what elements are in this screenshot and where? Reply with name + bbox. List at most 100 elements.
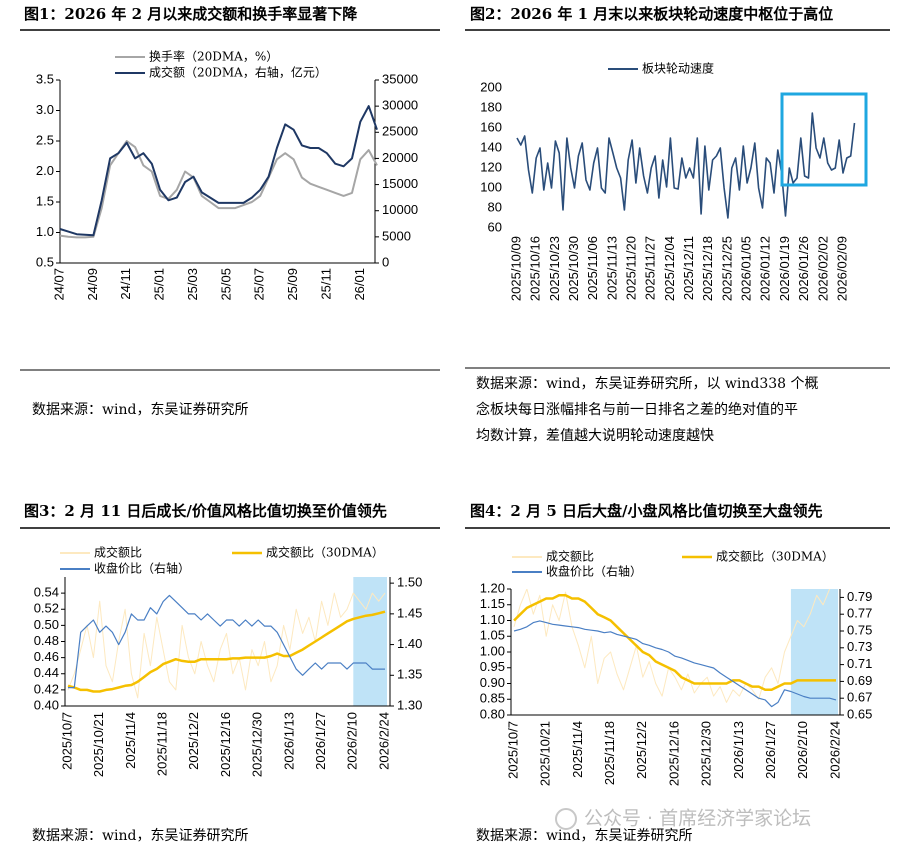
x-tick-label: 2025/11/20 <box>623 236 638 300</box>
x-tick-label: 2026/01/26 <box>796 236 811 301</box>
x-tick-label: 26/01 <box>352 268 367 301</box>
x-tick-label: 2025/12/18 <box>700 236 715 301</box>
y-tick-label: 120 <box>480 159 502 174</box>
legend-label: 成交额比 <box>94 545 142 560</box>
x-tick-label: 2025/12/16 <box>666 721 681 786</box>
x-tick-label: 2025/12/04 <box>662 236 677 301</box>
y-tick-label: 180 <box>480 99 502 114</box>
x-tick-label: 2025/12/30 <box>699 721 714 786</box>
x-tick-label: 2025/10/21 <box>91 712 106 777</box>
source-note: 均数计算，差值越大说明轮动速度越快 <box>476 428 714 444</box>
x-tick-label: 2026/2/24 <box>827 721 842 779</box>
y2-tick-label: 0.77 <box>847 606 872 621</box>
x-tick-label: 2026/02/02 <box>815 236 830 301</box>
figure-title: 图4：2 月 5 日后大盘/小盘风格比值切换至大盘领先 <box>470 502 822 520</box>
series-line <box>513 589 831 703</box>
figure-title: 图3：2 月 11 日后成长/价值风格比值切换至价值领先 <box>24 502 387 520</box>
figure-title: 图2：2026 年 1 月末以来板块轮动速度中枢位于高位 <box>470 5 833 23</box>
y-tick-label: 1.5 <box>36 193 54 208</box>
y2-tick-label: 35000 <box>382 71 418 86</box>
watermark: 公众号 · 首席经济学家论坛 <box>584 808 811 830</box>
figure-title: 图1：2026 年 2 月以来成交额和换手率显著下降 <box>24 5 358 23</box>
x-tick-label: 25/05 <box>218 268 233 301</box>
source-note: 数据来源：wind，东吴证券研究所，以 wind338 个概 <box>476 376 819 392</box>
x-tick-label: 2026/1/13 <box>731 721 746 779</box>
y-tick-label: 3.5 <box>36 71 54 86</box>
y-tick-label: 1.00 <box>480 643 505 658</box>
y2-tick-label: 0.67 <box>847 690 872 705</box>
legend-label: 成交额比（30DMA） <box>716 549 834 564</box>
y-tick-label: 1.0 <box>36 224 54 239</box>
x-tick-label: 2025/10/30 <box>566 236 581 301</box>
y-tick-label: 0.54 <box>34 585 59 600</box>
legend-label: 成交额比（30DMA） <box>266 545 384 560</box>
y2-tick-label: 30000 <box>382 98 418 113</box>
x-tick-label: 2025/10/09 <box>508 236 523 301</box>
y-tick-label: 0.42 <box>34 681 59 696</box>
y-tick-label: 160 <box>480 119 502 134</box>
x-tick-label: 2025/11/13 <box>604 236 619 300</box>
y2-tick-label: 0.71 <box>847 656 872 671</box>
y-tick-label: 140 <box>480 139 502 154</box>
x-tick-label: 25/09 <box>285 268 300 301</box>
x-tick-label: 2026/1/27 <box>313 712 328 770</box>
y2-tick-label: 0.65 <box>847 706 872 721</box>
x-tick-label: 25/11 <box>318 268 333 300</box>
x-tick-label: 2025/11/4 <box>570 721 585 778</box>
y-tick-label: 3.0 <box>36 102 54 117</box>
y2-tick-label: 10000 <box>382 202 418 217</box>
y-tick-label: 2.5 <box>36 132 54 147</box>
y2-tick-label: 0 <box>382 254 389 269</box>
series-line <box>59 140 378 239</box>
y-tick-label: 0.40 <box>34 697 59 712</box>
y-tick-label: 0.50 <box>34 617 59 632</box>
y-tick-label: 0.5 <box>36 254 54 269</box>
legend-label: 成交额比 <box>546 549 594 564</box>
y-tick-label: 1.15 <box>480 596 505 611</box>
x-tick-label: 2025/12/16 <box>218 712 233 777</box>
series-line <box>516 112 856 219</box>
x-tick-label: 2026/01/19 <box>777 236 792 301</box>
y2-tick-label: 15000 <box>382 176 418 191</box>
x-tick-label: 2026/2/24 <box>376 712 391 770</box>
x-tick-label: 2025/10/16 <box>528 236 543 301</box>
x-tick-label: 2025/12/2 <box>634 721 649 779</box>
x-tick-label: 2026/1/13 <box>281 712 296 770</box>
y-tick-label: 200 <box>480 79 502 94</box>
y-tick-label: 0.52 <box>34 601 59 616</box>
y2-tick-label: 5000 <box>382 228 411 243</box>
x-tick-label: 2025/12/30 <box>250 712 265 777</box>
y2-tick-label: 20000 <box>382 150 418 165</box>
legend-label: 成交额（20DMA，右轴，亿元） <box>149 65 327 80</box>
highlight-band <box>790 589 838 715</box>
x-tick-label: 2025/11/06 <box>585 236 600 300</box>
y2-tick-label: 1.40 <box>397 636 422 651</box>
x-tick-label: 2025/11/27 <box>643 236 658 300</box>
y2-tick-label: 0.69 <box>847 673 872 688</box>
x-tick-label: 25/07 <box>252 268 267 301</box>
y-tick-label: 60 <box>488 219 502 234</box>
y2-tick-label: 0.73 <box>847 639 872 654</box>
x-tick-label: 2025/11/4 <box>123 712 138 769</box>
x-tick-label: 2026/1/27 <box>763 721 778 779</box>
x-tick-label: 2025/10/23 <box>547 236 562 301</box>
x-tick-label: 24/09 <box>85 268 100 301</box>
series-line <box>513 594 836 692</box>
series-line <box>59 105 378 237</box>
series-line <box>68 594 385 689</box>
source-note: 念板块每日涨幅排名与前一日排名之差的绝对值的平 <box>476 401 798 418</box>
y-tick-label: 0.90 <box>480 675 505 690</box>
y-tick-label: 0.46 <box>34 649 59 664</box>
legend-label: 板块轮动速度 <box>642 61 714 76</box>
y-tick-label: 2.0 <box>36 163 54 178</box>
x-tick-label: 2025/10/21 <box>538 721 553 786</box>
x-tick-label: 24/07 <box>51 268 66 301</box>
x-tick-label: 2026/01/12 <box>758 236 773 301</box>
x-tick-label: 2025/10/7 <box>505 721 520 779</box>
y-tick-label: 1.10 <box>480 612 505 627</box>
series-line <box>67 610 386 693</box>
y2-tick-label: 1.35 <box>397 667 422 682</box>
y-tick-label: 1.05 <box>480 628 505 643</box>
x-tick-label: 25/03 <box>185 268 200 301</box>
